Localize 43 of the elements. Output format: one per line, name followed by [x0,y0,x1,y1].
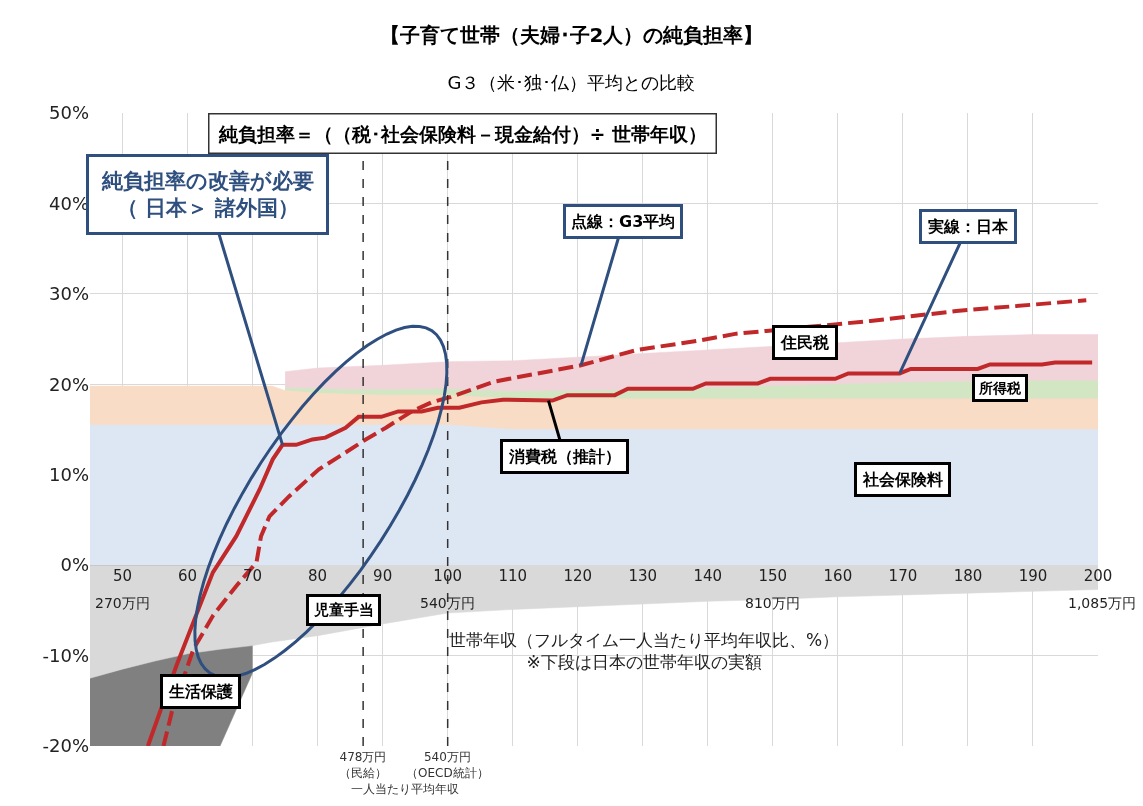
text: 点線：G3平均 [571,212,676,231]
chart-title: 【子育て世帯（夫婦･子2人）の純負担率】 [379,23,764,48]
x-tick-label: 140 [693,567,723,586]
x-tick-label: 150 [758,567,788,586]
y-tick-label: 50% [48,102,89,124]
x-axis-title: 世帯年収（フルタイム一人当たり平均年収比、%） ※下段は日本の世帯年収の実額 [449,630,840,673]
x-tick-label: 50 [112,567,133,586]
y-tick-label: 20% [48,373,89,395]
y-tick-label: 10% [48,464,89,486]
y-tick-label: 30% [48,283,89,305]
x-tick-label: 70 [243,567,263,586]
x-tick-label: 190 [1018,567,1048,586]
x-tick-label: 110 [498,567,528,586]
series-label: 児童手当 [313,601,374,619]
y-tick-label: -10% [42,644,89,666]
x-tick-label: 130 [628,567,658,586]
y-tick-label: -20% [42,735,89,757]
annotation: 1,085万円 [1068,595,1137,611]
chart-subtitle: G３（米･独･仏）平均との比較 [447,71,696,93]
x-tick-label: 60 [178,567,198,586]
series-label: 生活保護 [168,682,233,701]
ref-line-label: 478万円（民給） [339,750,387,780]
x-tick-label: 120 [563,567,593,586]
series-label: 所得税 [978,380,1022,396]
annotation: 540万円 [420,595,475,611]
x-tick-label: 160 [823,567,853,586]
annotation: 純負担率＝（（税･社会保険料－現金給付）÷ 世帯年収） [217,122,708,145]
x-tick-label: 170 [888,567,918,586]
y-tick-label: 0% [60,554,89,576]
annotation: 270万円 [95,595,150,611]
ref-line-label: 540万円（OECD統計） [406,750,489,780]
series-label: 社会保険料 [862,470,943,489]
text: 実線：日本 [927,217,1009,236]
x-tick-label: 100 [433,567,462,586]
x-tick-label: 80 [308,567,328,586]
x-tick-label: 200 [1083,567,1113,586]
annotation: 810万円 [745,595,800,611]
text: 一人当たり平均年収 [351,782,459,796]
series-label: 住民税 [780,333,830,352]
series-label: 消費税（推計） [508,447,621,466]
x-tick-label: 180 [953,567,983,586]
x-tick-label: 90 [373,567,393,586]
annotation: 純負担率の改善が必要（ 日本＞ 諸外国） [101,169,314,221]
